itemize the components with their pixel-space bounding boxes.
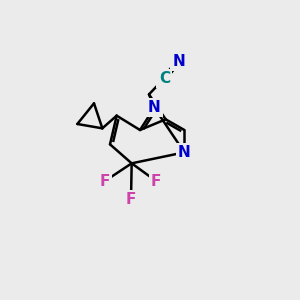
- Text: N: N: [172, 53, 185, 68]
- Text: F: F: [151, 173, 161, 188]
- Text: F: F: [100, 173, 110, 188]
- Text: N: N: [178, 145, 191, 160]
- Text: N: N: [148, 100, 161, 115]
- Text: F: F: [126, 193, 136, 208]
- Text: C: C: [159, 71, 170, 86]
